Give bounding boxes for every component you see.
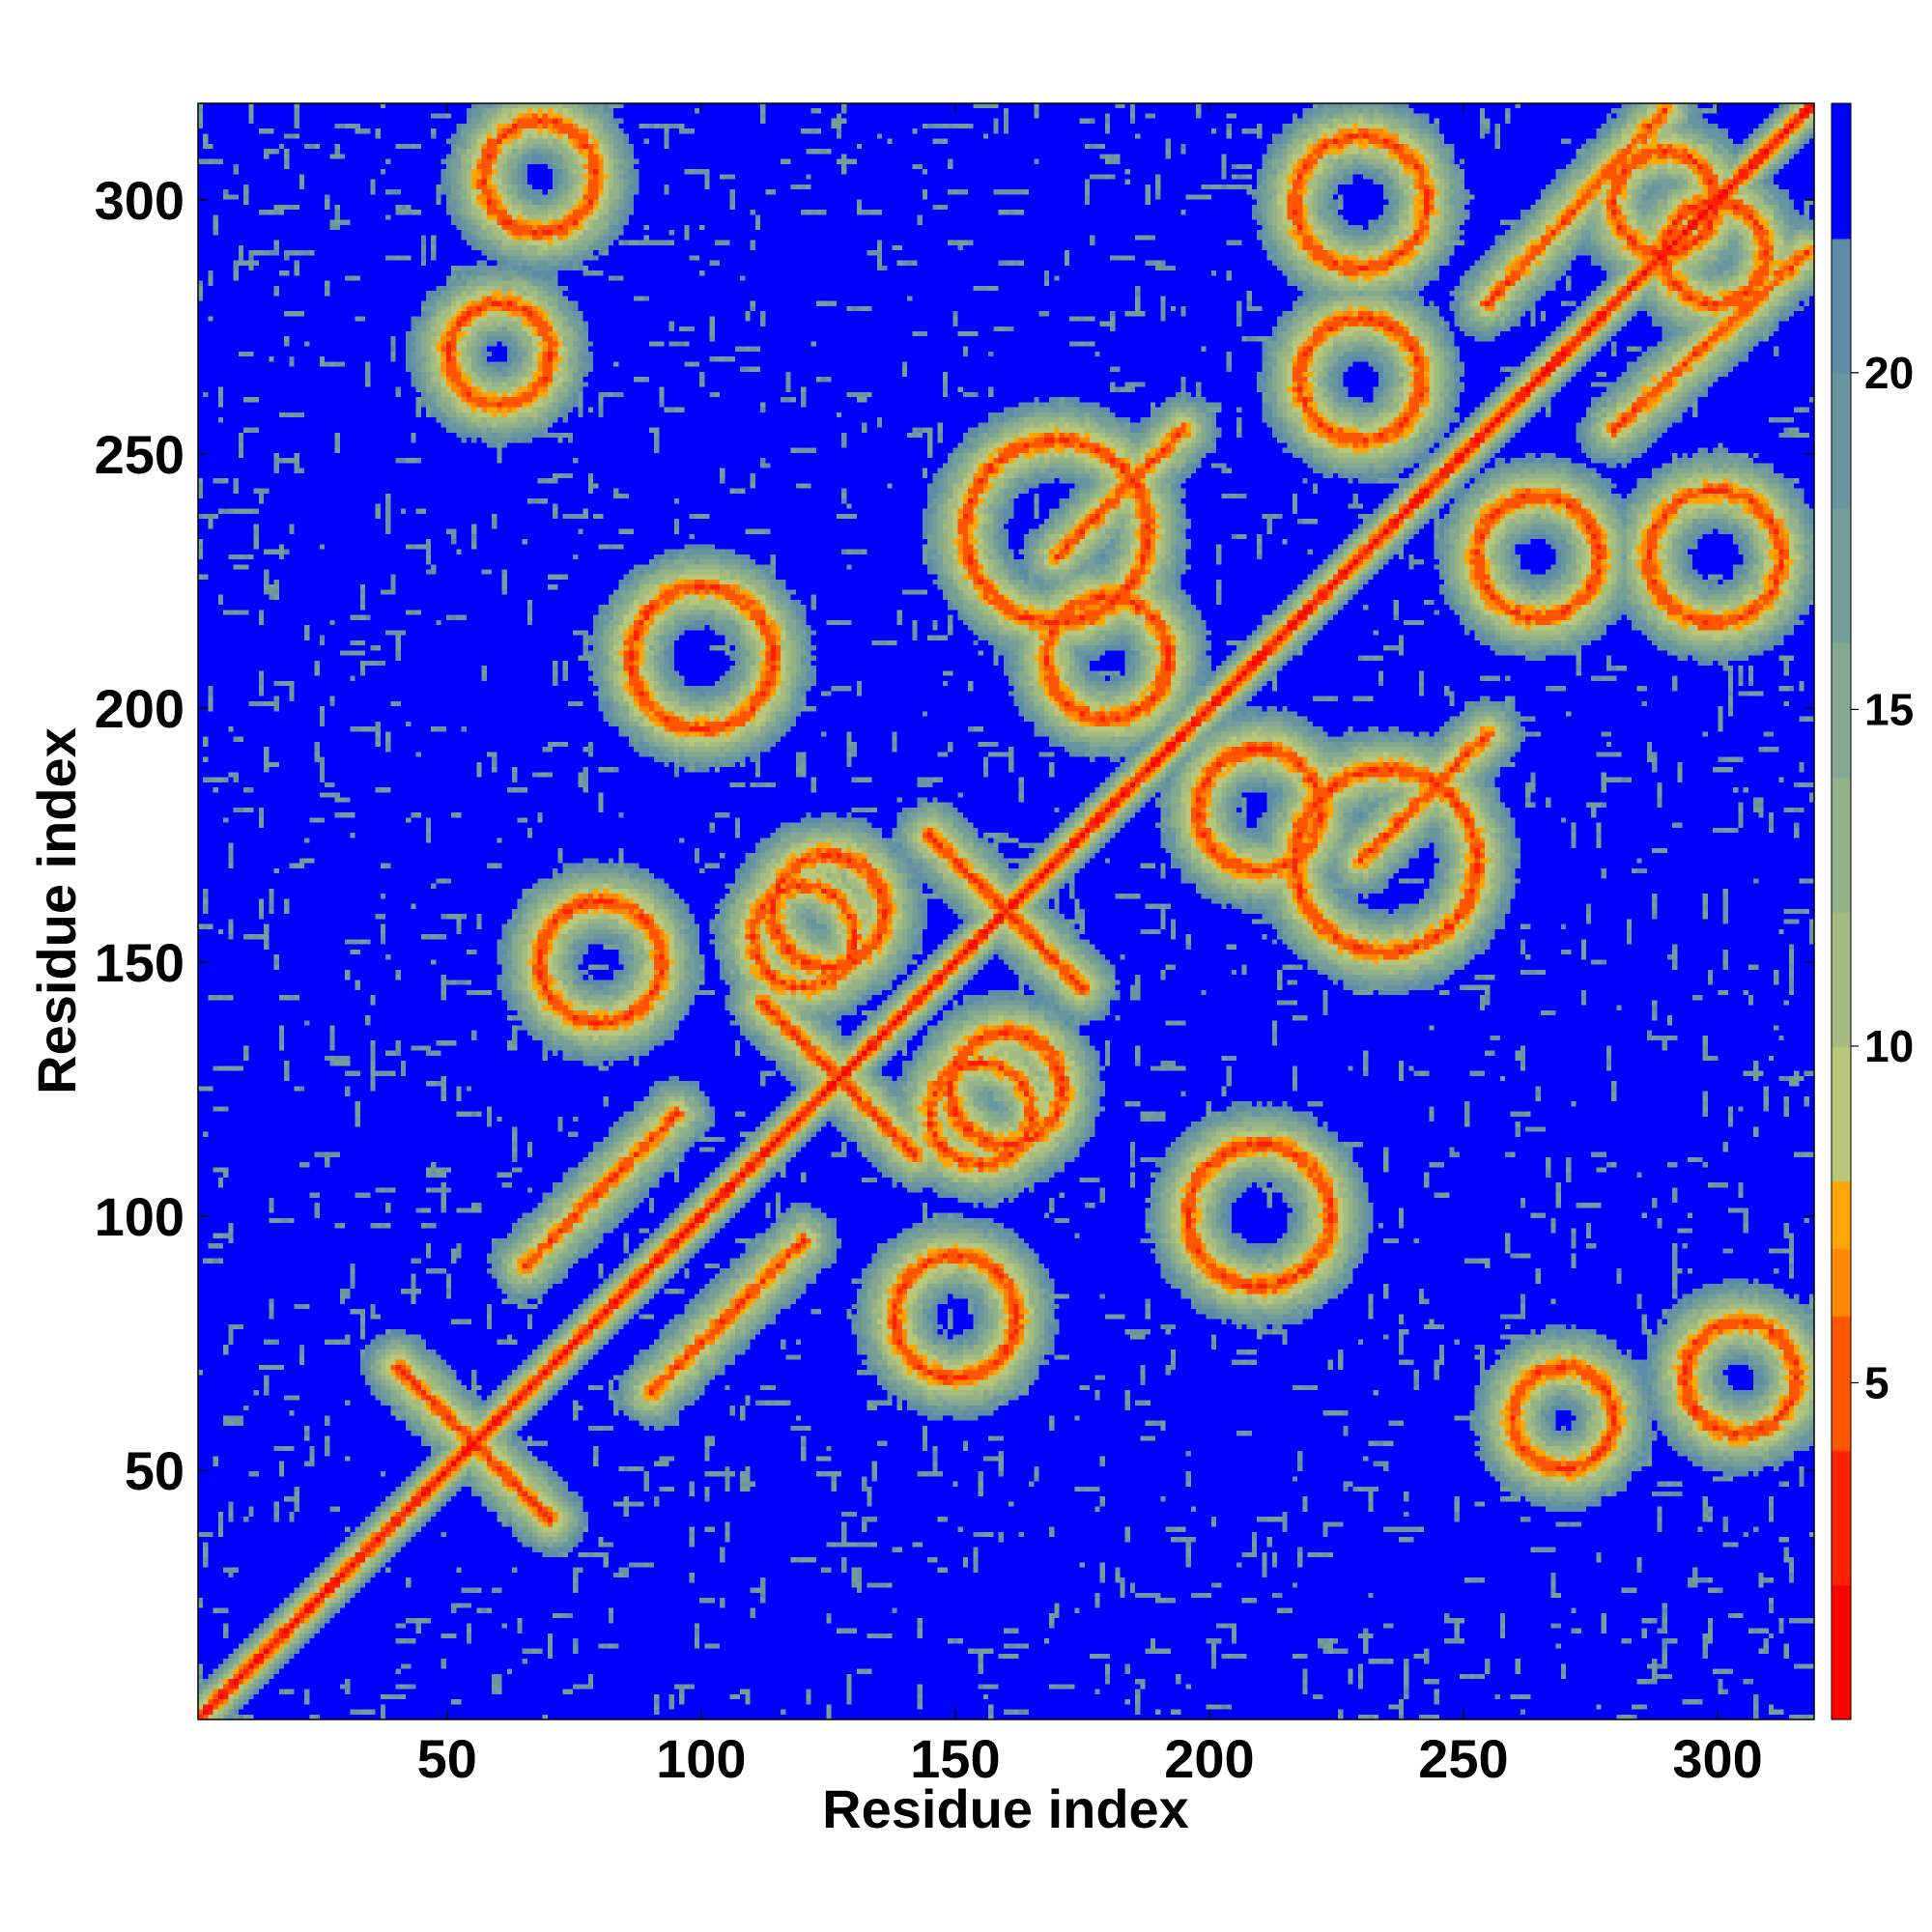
colorbar-tick-label: 5	[1864, 1357, 1889, 1407]
colorbar-ticks: 5 10 15 20	[1851, 348, 1914, 1407]
colorbar-tick-label: 20	[1864, 348, 1914, 398]
heatmap-plot-area	[198, 103, 1814, 1719]
x-axis-title: Residue index	[822, 1778, 1189, 1839]
y-tick-label: 200	[95, 678, 185, 739]
colorbar-tick-label: 10	[1864, 1021, 1914, 1071]
x-tick-label: 100	[656, 1728, 746, 1789]
y-tick-label: 250	[95, 424, 185, 485]
y-axis-title: Residue index	[26, 727, 87, 1094]
x-tick-label: 300	[1672, 1728, 1762, 1789]
y-tick-label: 150	[95, 932, 185, 993]
x-tick-label: 150	[910, 1728, 1000, 1789]
y-tick-label: 300	[95, 170, 185, 231]
x-tick-label: 250	[1418, 1728, 1508, 1789]
y-axis-ticks: 50 100 150 200 250 300	[95, 170, 1814, 1501]
y-tick-label: 50	[125, 1440, 185, 1501]
x-axis-ticks: 50 100 150 200 250 300	[417, 103, 1763, 1789]
x-tick-label: 200	[1164, 1728, 1254, 1789]
colorbar-tick-label: 15	[1864, 684, 1914, 734]
colorbar-frame	[1831, 102, 1852, 1720]
y-tick-label: 100	[95, 1186, 185, 1247]
plot-frame	[197, 102, 1815, 1720]
colorbar	[1832, 103, 1851, 1719]
x-tick-label: 50	[417, 1728, 477, 1789]
